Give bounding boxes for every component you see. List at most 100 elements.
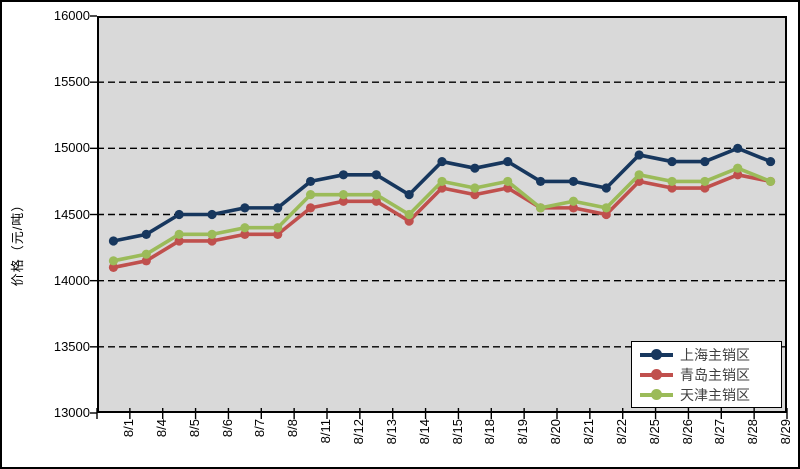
data-point (141, 229, 151, 239)
data-point (371, 170, 381, 180)
data-point (535, 176, 546, 187)
x-tick-label: 8/13 (383, 419, 399, 445)
data-point (404, 209, 414, 220)
data-point (634, 170, 644, 180)
legend-label: 上海主销区 (680, 346, 750, 363)
data-point (273, 229, 283, 239)
data-point (470, 190, 480, 200)
data-point (108, 256, 119, 266)
data-point (568, 176, 579, 187)
legend-marker-icon (640, 349, 673, 360)
x-tick-label: 8/5 (186, 419, 202, 438)
data-point (338, 170, 349, 180)
x-tick-label: 8/20 (548, 419, 564, 445)
data-point (273, 223, 283, 233)
x-tick-label: 8/1 (120, 419, 136, 438)
y-tick-label: 13000 (53, 405, 90, 420)
data-point (634, 150, 644, 160)
data-point (207, 236, 217, 246)
data-point (437, 156, 447, 167)
x-tick-label: 8/21 (580, 419, 596, 445)
x-tick-label: 8/27 (712, 419, 728, 445)
data-point (568, 203, 579, 213)
y-tick-label: 15500 (53, 74, 90, 90)
data-point (700, 156, 710, 167)
legend: 上海主销区青岛主销区天津主销区 (631, 341, 782, 408)
data-point (273, 203, 283, 213)
data-point (568, 196, 579, 206)
y-tick-label: 14000 (53, 272, 90, 288)
data-point (601, 209, 611, 220)
data-point (207, 209, 217, 220)
data-point (667, 176, 677, 187)
data-point (207, 229, 217, 239)
data-point (404, 216, 414, 226)
data-point (305, 190, 316, 200)
data-point (733, 170, 743, 180)
data-point (503, 156, 513, 167)
legend-item: 上海主销区 (640, 345, 773, 365)
legend-marker-icon (640, 389, 673, 400)
data-point (174, 236, 184, 246)
data-point (437, 176, 447, 187)
data-point (667, 183, 677, 193)
data-point (765, 176, 776, 187)
x-tick-label: 8/11 (318, 419, 334, 444)
data-point (601, 183, 611, 193)
data-point (733, 163, 743, 173)
y-tick-label: 14500 (53, 206, 90, 222)
data-point (371, 196, 381, 206)
legend-marker-icon (640, 369, 673, 380)
data-point (503, 176, 513, 187)
x-tick-label: 8/8 (285, 419, 301, 438)
x-tick-label: 8/19 (515, 419, 531, 445)
y-tick-label: 16000 (53, 8, 90, 23)
data-point (141, 249, 151, 259)
data-point (141, 256, 151, 266)
chart-svg (90, 15, 788, 419)
data-point (503, 183, 513, 193)
data-point (700, 183, 710, 193)
legend-label: 天津主销区 (680, 386, 750, 403)
data-point (108, 262, 119, 273)
data-point (240, 203, 250, 213)
x-tick-label: 8/18 (482, 419, 498, 445)
x-tick-label: 8/15 (449, 419, 465, 445)
data-point (108, 236, 119, 246)
legend-item: 天津主销区 (640, 385, 773, 405)
data-point (470, 183, 480, 193)
data-point (240, 229, 250, 239)
data-point (535, 203, 546, 213)
data-point (240, 223, 250, 233)
x-tick-label: 8/6 (219, 419, 235, 438)
x-tick-label: 8/26 (679, 419, 695, 445)
x-tick-label: 8/28 (745, 419, 761, 445)
x-tick-label: 8/12 (350, 419, 366, 445)
x-tick-label: 8/4 (153, 419, 169, 438)
legend-label: 青岛主销区 (680, 366, 750, 383)
x-tick-label: 8/7 (252, 419, 268, 438)
data-point (404, 190, 414, 200)
x-tick-label: 8/22 (613, 419, 629, 445)
legend-rows: 上海主销区青岛主销区天津主销区 (640, 345, 773, 405)
data-point (174, 209, 184, 220)
data-point (765, 156, 776, 167)
x-tick-label: 8/14 (416, 419, 432, 445)
data-point (338, 190, 349, 200)
y-axis-title: 价格（元/吨） (10, 197, 25, 287)
y-tick-label: 13500 (53, 338, 90, 354)
data-point (338, 196, 349, 206)
data-point (667, 156, 677, 167)
data-point (305, 203, 316, 213)
y-tick-label: 15000 (53, 140, 90, 156)
legend-item: 青岛主销区 (640, 365, 773, 385)
x-tick-label: 8/29 (778, 419, 794, 445)
data-point (305, 176, 316, 187)
data-point (371, 190, 381, 200)
data-point (733, 143, 743, 153)
data-point (601, 203, 611, 213)
data-point (700, 176, 710, 187)
x-tick-label: 8/25 (646, 419, 662, 445)
data-point (174, 229, 184, 239)
